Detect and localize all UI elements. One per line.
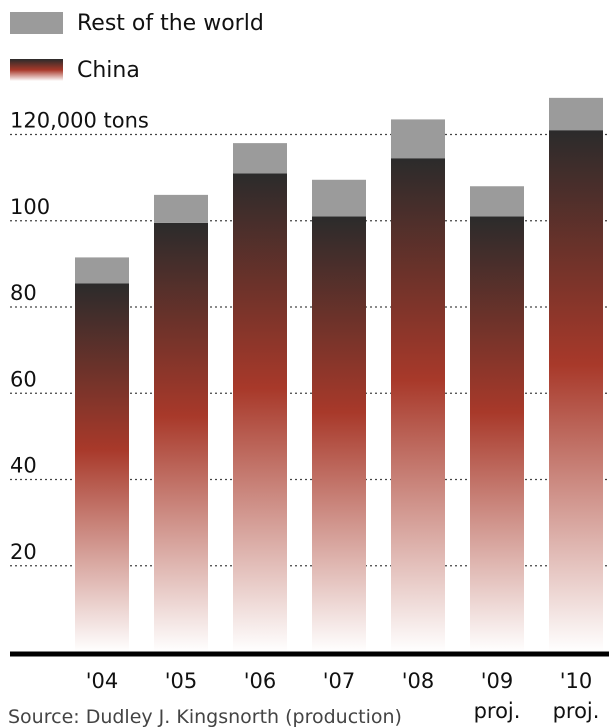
x-tick-label: '09 — [481, 669, 514, 693]
bar-china — [312, 216, 366, 652]
legend-swatch-china — [10, 59, 63, 81]
y-tick-label: 40 — [10, 454, 37, 478]
bar-rest-of-world — [391, 119, 445, 159]
bar-rest-of-world — [312, 179, 366, 217]
legend-label-china: China — [77, 57, 140, 83]
x-tick-note: proj. — [553, 699, 600, 723]
x-tick-note: proj. — [474, 699, 521, 723]
x-tick-label: '07 — [323, 669, 356, 693]
legend-label-rest: Rest of the world — [77, 10, 264, 36]
bar-china — [154, 222, 208, 652]
y-tick-label: 120,000 tons — [10, 109, 149, 133]
x-tick-label: '10 — [560, 669, 593, 693]
x-tick-label: '05 — [165, 669, 198, 693]
x-tick-label: '06 — [244, 669, 277, 693]
legend-item-china: China — [10, 55, 140, 85]
bar-china — [549, 130, 603, 652]
bar-rest-of-world — [154, 194, 208, 223]
bars — [75, 97, 603, 652]
y-tick-label: 60 — [10, 367, 37, 391]
legend-item-rest: Rest of the world — [10, 8, 264, 38]
bar-china — [391, 158, 445, 652]
bar-china — [470, 216, 524, 652]
x-tick-label: '08 — [402, 669, 435, 693]
bar-rest-of-world — [233, 143, 287, 174]
bar-rest-of-world — [470, 186, 524, 217]
y-tick-label: 20 — [10, 540, 37, 564]
bar-china — [233, 173, 287, 652]
y-tick-label: 80 — [10, 281, 37, 305]
bar-rest-of-world — [75, 257, 129, 284]
x-tick-labels: '04 '05 '06 '07 '08 '09 proj. '10 proj. — [86, 669, 600, 723]
source-note: Source: Dudley J. Kingsnorth (production… — [8, 706, 402, 728]
y-tick-label: 100 — [10, 195, 50, 219]
legend-swatch-rest — [10, 12, 63, 34]
bar-china — [75, 283, 129, 652]
x-tick-label: '04 — [86, 669, 119, 693]
bar-rest-of-world — [549, 97, 603, 131]
y-tick-labels: 20 40 60 80 100 120,000 tons — [10, 109, 149, 564]
